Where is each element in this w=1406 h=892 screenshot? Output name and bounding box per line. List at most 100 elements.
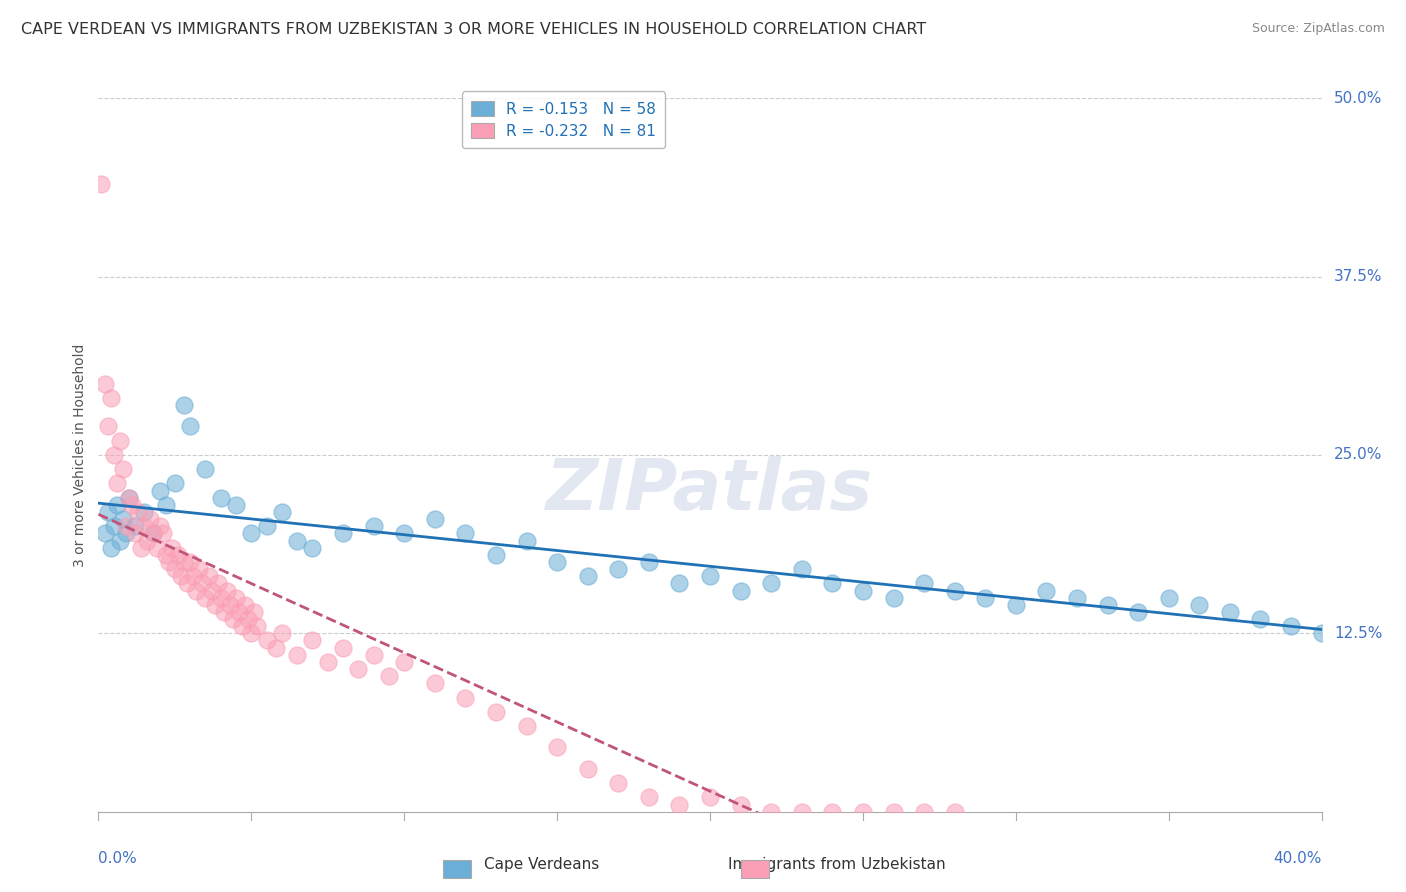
Point (759, 805, 782, 819)
Point (115, 526, 138, 541)
Point (378, 669, 401, 683)
Point (124, 526, 146, 541)
Point (332, 526, 354, 541)
Point (240, 526, 263, 541)
Point (852, 583, 875, 598)
Point (108, 434, 131, 448)
Point (790, 805, 813, 819)
Point (699, 790, 721, 805)
Point (974, 591, 997, 605)
Point (197, 569, 219, 583)
Point (209, 491, 232, 505)
Point (576, 762, 599, 776)
Point (115, 519, 138, 533)
Text: CAPE VERDEAN VS IMMIGRANTS FROM UZBEKISTAN 3 OR MORE VEHICLES IN HOUSEHOLD CORRE: CAPE VERDEAN VS IMMIGRANTS FROM UZBEKIST… (21, 22, 927, 37)
Point (392, 655, 416, 669)
Point (1157, 591, 1180, 605)
Text: 25.0%: 25.0% (1334, 448, 1382, 462)
Point (607, 562, 630, 576)
Point (270, 505, 292, 519)
Point (699, 569, 721, 583)
Point (111, 462, 134, 476)
Point (139, 512, 162, 526)
Point (1066, 591, 1088, 605)
Point (105, 476, 128, 491)
Point (134, 505, 156, 519)
Point (1279, 619, 1302, 633)
Point (207, 576, 229, 591)
Point (1035, 583, 1057, 598)
Point (240, 626, 263, 640)
Point (93, 376, 115, 391)
Point (108, 533, 131, 548)
Point (97, 505, 120, 519)
Text: Cape Verdeans: Cape Verdeans (484, 857, 599, 872)
Point (363, 519, 385, 533)
Point (1249, 612, 1271, 626)
Point (233, 598, 256, 612)
Point (163, 562, 186, 576)
Point (790, 562, 813, 576)
Text: Source: ZipAtlas.com: Source: ZipAtlas.com (1251, 22, 1385, 36)
Point (145, 541, 167, 555)
Point (212, 605, 235, 619)
Point (134, 519, 156, 533)
Text: 0.0%: 0.0% (98, 851, 138, 866)
Point (103, 519, 125, 533)
Point (136, 533, 159, 548)
Point (546, 740, 568, 755)
Point (173, 555, 195, 569)
Point (170, 569, 193, 583)
Point (127, 505, 149, 519)
Text: Immigrants from Uzbekistan: Immigrants from Uzbekistan (728, 857, 945, 872)
Point (576, 569, 599, 583)
Point (100, 391, 122, 405)
Point (852, 805, 875, 819)
Point (228, 605, 250, 619)
Point (392, 526, 416, 541)
Point (219, 598, 242, 612)
Y-axis label: 3 or more Vehicles in Household: 3 or more Vehicles in Household (73, 343, 87, 566)
Point (759, 576, 782, 591)
Legend: R = -0.153   N = 58, R = -0.232   N = 81: R = -0.153 N = 58, R = -0.232 N = 81 (461, 92, 665, 148)
Point (423, 512, 446, 526)
Point (204, 598, 226, 612)
Point (186, 583, 208, 598)
Point (176, 576, 198, 591)
Point (943, 805, 966, 819)
Point (423, 676, 446, 690)
Point (637, 555, 661, 569)
Point (256, 633, 278, 648)
Point (1128, 605, 1150, 619)
Point (668, 797, 690, 812)
Point (301, 541, 323, 555)
Point (256, 519, 278, 533)
Point (149, 483, 172, 498)
Point (194, 462, 217, 476)
Point (129, 541, 152, 555)
Point (516, 533, 538, 548)
Point (121, 498, 143, 512)
Point (454, 526, 477, 541)
Point (194, 591, 217, 605)
Point (485, 548, 508, 562)
Point (238, 612, 260, 626)
Point (485, 705, 508, 719)
Point (118, 491, 141, 505)
Point (516, 719, 538, 733)
Point (246, 619, 269, 633)
Point (188, 562, 211, 576)
Text: ZIPatlas: ZIPatlas (547, 456, 873, 525)
Point (637, 790, 661, 805)
Point (142, 526, 165, 541)
Point (225, 498, 247, 512)
Point (105, 498, 128, 512)
Point (243, 605, 266, 619)
Point (943, 583, 966, 598)
Point (160, 541, 183, 555)
Point (883, 805, 905, 819)
Point (730, 583, 752, 598)
Point (191, 576, 214, 591)
Point (883, 591, 905, 605)
Point (222, 612, 245, 626)
